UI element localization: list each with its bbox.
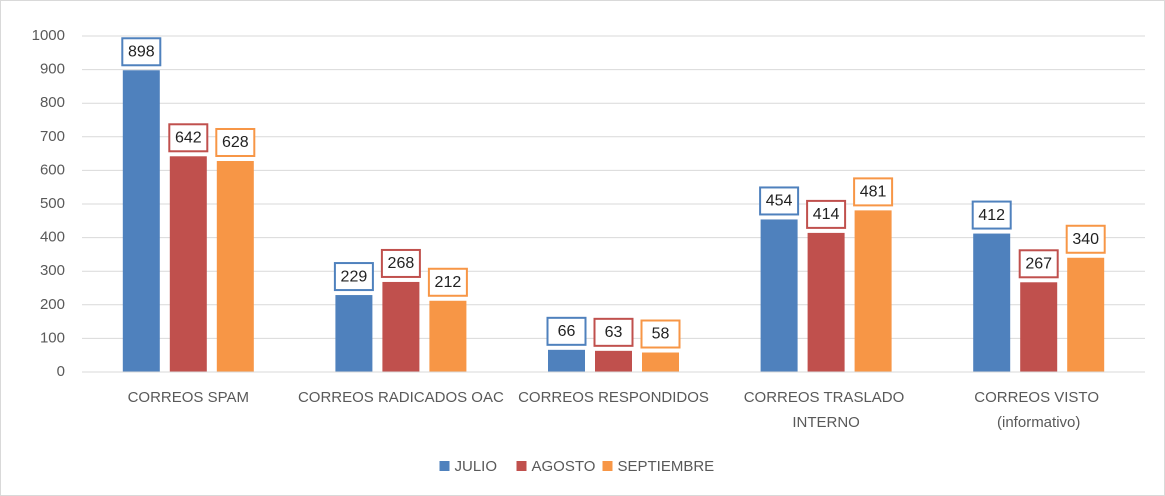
data-label-box xyxy=(593,317,634,347)
data-label-box xyxy=(215,127,256,157)
data-label: 58 xyxy=(652,326,670,343)
x-tick-label: CORREOS VISTO (informativo) xyxy=(974,389,1103,431)
y-tick-label: 100 xyxy=(40,329,65,346)
legend-label: SEPTIEMBRE xyxy=(618,458,715,475)
data-label: 898 xyxy=(128,43,155,60)
data-label: 412 xyxy=(978,207,1005,224)
data-label: 481 xyxy=(860,184,887,201)
data-label-box xyxy=(853,177,894,207)
data-label-box xyxy=(427,267,468,297)
legend-swatch xyxy=(516,461,527,471)
data-label: 454 xyxy=(766,193,793,210)
y-tick-label: 400 xyxy=(40,229,65,246)
x-tick-label: CORREOS RADICADOS OAC xyxy=(298,389,504,406)
data-label: 340 xyxy=(1072,231,1099,248)
y-tick-label: 900 xyxy=(40,61,65,78)
data-label-box xyxy=(333,262,374,292)
y-tick-label: 600 xyxy=(40,161,65,178)
bar xyxy=(548,349,585,372)
bar xyxy=(642,352,679,372)
y-tick-label: 300 xyxy=(40,262,65,279)
data-label-box xyxy=(380,248,421,278)
data-label: 66 xyxy=(558,323,576,340)
bar xyxy=(807,232,845,372)
x-tick-label: CORREOS TRASLADO INTERNO xyxy=(744,389,909,431)
y-tick-label: 800 xyxy=(40,94,65,111)
bar xyxy=(382,281,420,372)
legend-swatch xyxy=(602,461,613,471)
x-tick-label: CORREOS RESPONDIDOS xyxy=(518,389,709,406)
bar xyxy=(854,210,892,372)
data-label-box xyxy=(121,37,162,67)
bar xyxy=(216,160,254,372)
bar xyxy=(1020,282,1058,372)
bar xyxy=(973,233,1011,372)
legend-label: JULIO xyxy=(455,458,498,475)
data-label: 212 xyxy=(435,274,462,291)
data-label: 63 xyxy=(605,324,623,341)
data-label-box xyxy=(1065,224,1106,254)
data-label-box xyxy=(1018,249,1059,279)
data-label-box xyxy=(640,319,681,349)
legend-label: AGOSTO xyxy=(532,458,596,475)
y-tick-label: 700 xyxy=(40,128,65,145)
y-tick-label: 200 xyxy=(40,296,65,313)
data-label-box xyxy=(546,316,587,346)
data-label: 267 xyxy=(1025,256,1052,273)
data-label: 642 xyxy=(175,130,202,147)
bar xyxy=(429,300,467,372)
y-tick-label: 1000 xyxy=(32,27,65,44)
bar xyxy=(335,295,373,372)
data-label: 414 xyxy=(813,206,840,223)
x-tick-label: CORREOS SPAM xyxy=(128,389,249,406)
bar xyxy=(122,70,160,372)
data-label: 268 xyxy=(388,255,415,272)
data-label-box xyxy=(168,123,209,153)
data-label-box xyxy=(971,200,1012,230)
bar xyxy=(760,219,798,372)
data-label-box xyxy=(759,186,800,216)
bar xyxy=(595,350,632,372)
data-label: 628 xyxy=(222,134,249,151)
data-label: 229 xyxy=(341,268,368,285)
legend-swatch xyxy=(439,461,450,471)
y-tick-label: 500 xyxy=(40,195,65,212)
bar xyxy=(169,156,207,372)
data-label-box xyxy=(806,199,847,229)
bar xyxy=(1067,257,1105,372)
y-tick-label: 0 xyxy=(57,363,65,380)
